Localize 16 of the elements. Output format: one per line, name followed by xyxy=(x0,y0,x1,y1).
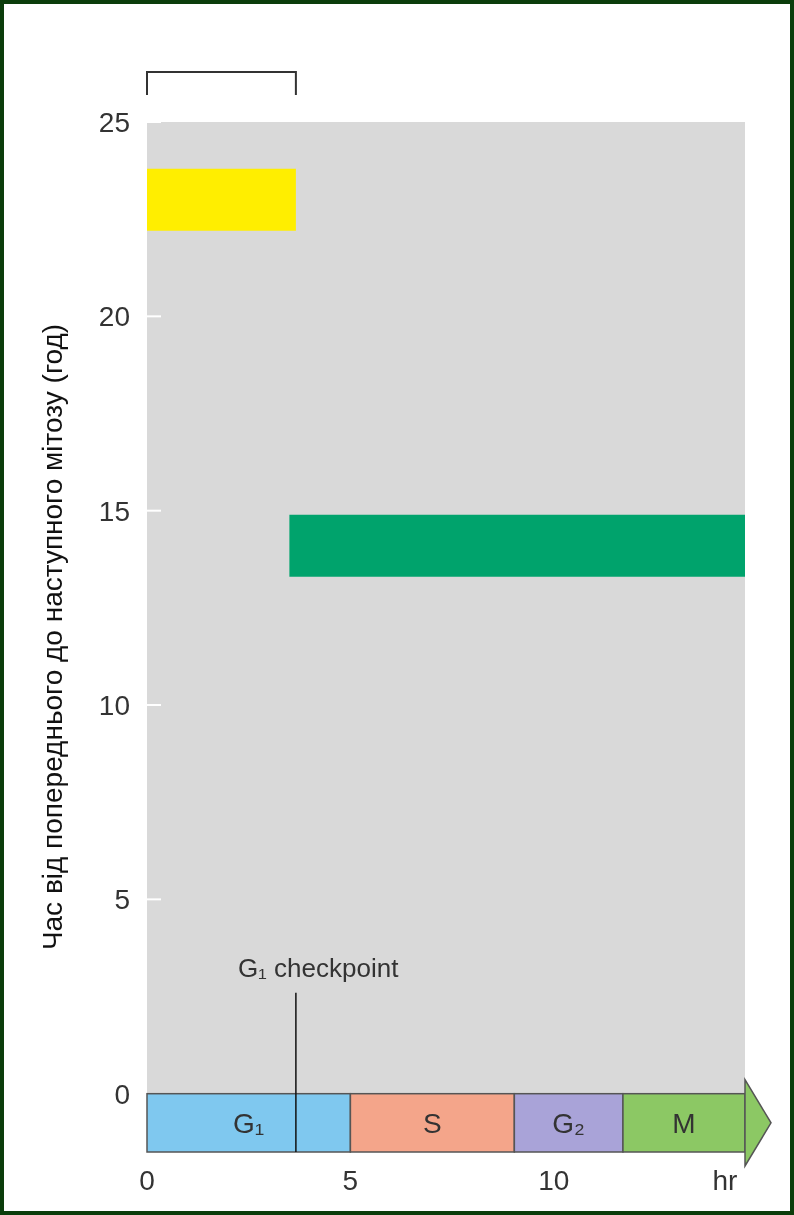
y-axis-title: Час від попереднього до наступного мітозу (год) xyxy=(37,323,68,951)
x-tick-label: 10 xyxy=(538,1165,570,1196)
y-tick-label: 20 xyxy=(98,301,130,333)
y-tick-label: 25 xyxy=(98,107,130,138)
band-label: G₁ xyxy=(233,1107,265,1139)
y-tick-label: 15 xyxy=(98,495,130,527)
y-tick-label: 10 xyxy=(98,690,130,722)
x-tick-label: 5 xyxy=(342,1165,359,1196)
y-tick-label: 0 xyxy=(114,1078,130,1110)
y-tick-label: 5 xyxy=(114,884,130,916)
band-label: S xyxy=(423,1107,442,1139)
band-label: G₂ xyxy=(552,1107,585,1139)
ref-line-label: G₁ checkpoint xyxy=(237,953,400,984)
x-tick-label: 0 xyxy=(139,1165,155,1196)
band-label: M xyxy=(672,1107,696,1139)
x-axis-title: hr xyxy=(712,1165,738,1196)
